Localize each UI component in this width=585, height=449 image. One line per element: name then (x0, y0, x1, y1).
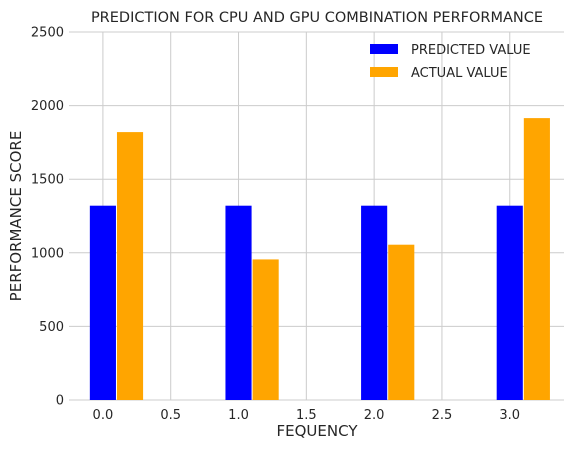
x-axis-title: FEQUENCY (277, 422, 359, 440)
legend-label: ACTUAL VALUE (411, 66, 508, 81)
chart-title: PREDICTION FOR CPU AND GPU COMBINATION P… (91, 10, 543, 26)
bar-predicted (225, 205, 252, 400)
legend-swatch (370, 67, 398, 77)
y-tick-label: 1000 (31, 246, 64, 261)
y-axis-title: PERFORMANCE SCORE (7, 131, 25, 302)
x-tick-label: 3.0 (499, 408, 520, 423)
bar-actual (116, 132, 144, 400)
x-tick-label: 0.5 (160, 408, 181, 423)
grid (69, 31, 564, 401)
x-tick-label: 1.0 (228, 408, 249, 423)
y-tick-label: 0 (56, 394, 64, 409)
x-tick-label: 2.0 (364, 408, 385, 423)
y-tick-label: 2500 (31, 26, 64, 41)
y-tick-label: 1500 (31, 173, 64, 188)
bars (89, 118, 550, 400)
x-tick-label: 2.5 (432, 408, 453, 423)
x-tick-label: 0.0 (93, 408, 114, 423)
y-tick-label: 2000 (31, 99, 64, 114)
bar-predicted (89, 205, 116, 400)
x-tick-label: 1.5 (296, 408, 317, 423)
bar-actual (252, 259, 279, 400)
bar-predicted (496, 205, 523, 400)
y-tick-label: 500 (39, 320, 64, 335)
legend-swatch (370, 44, 398, 54)
bar-actual (523, 118, 550, 400)
legend-label: PREDICTED VALUE (411, 43, 531, 58)
bar-predicted (361, 205, 388, 400)
legend: PREDICTED VALUE ACTUAL VALUE (370, 43, 531, 81)
tick-labels: 0.0 0.5 1.0 1.5 2.0 2.5 3.0 0 500 1000 1500 2000 250… (31, 26, 520, 424)
bar-actual (388, 244, 415, 400)
